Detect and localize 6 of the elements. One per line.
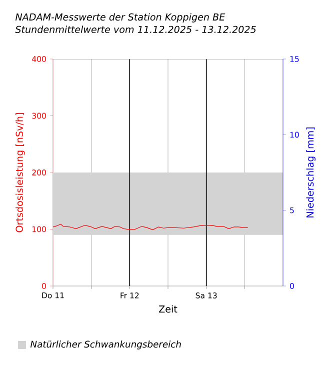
legend-label: Natürlicher Schwankungsbereich xyxy=(30,340,181,350)
y2-axis-title: Niederschlag [mm] xyxy=(306,128,316,218)
y-axis-title: Ortsdosisleistung [nSv/h] xyxy=(16,113,25,232)
chart-subtitle: Stundenmittelwerte vom 11.12.2025 - 13.12.2025 xyxy=(15,26,256,34)
chart-title: NADAM-Messwerte der Station Koppigen BE xyxy=(15,13,226,22)
x-axis-title: Zeit xyxy=(159,305,178,313)
